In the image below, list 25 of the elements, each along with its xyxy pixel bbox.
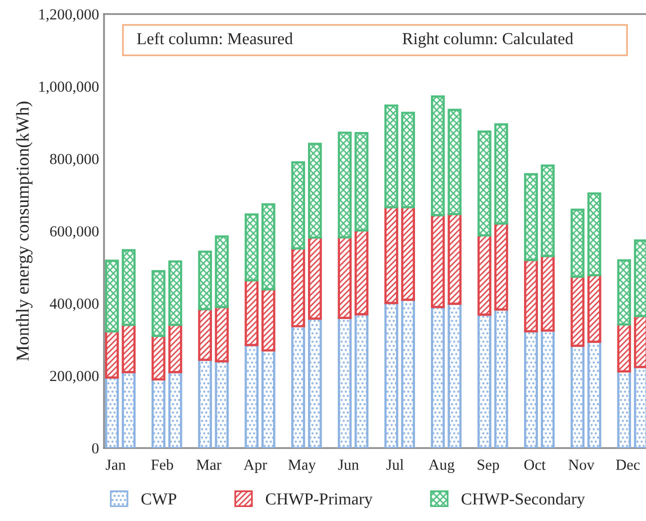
x-tick-label: Sep: [478, 460, 500, 474]
y-tick-label: 400,000: [50, 298, 99, 312]
y-tick-label: 1,200,000: [39, 9, 99, 22]
x-tick-label: Jul: [386, 459, 404, 470]
y-axis-title: Monthly energy consumption(kWh): [16, 102, 32, 361]
x-tick-label: Jun: [338, 460, 359, 470]
x-tick-label: Nov: [568, 460, 594, 470]
y-tick-label: 200,000: [50, 370, 99, 384]
legend-label: CHWP-Secondary: [462, 492, 585, 508]
x-tick-label: Feb: [151, 459, 174, 470]
x-tick-label: Dec: [616, 460, 640, 470]
x-tick-label: Jan: [106, 460, 126, 470]
annotation: Left column: Measured: [137, 32, 293, 44]
x-tick-label: May: [288, 460, 316, 474]
y-tick-label: 0: [92, 443, 99, 454]
legend-label: CWP: [141, 493, 176, 505]
annotation: Right column: Calculated: [402, 32, 574, 48]
legend-label: CHWP-Primary: [266, 493, 373, 508]
y-tick-label: 1,000,000: [39, 82, 99, 94]
x-tick-label: Mar: [196, 460, 222, 470]
x-tick-label: Apr: [244, 460, 268, 474]
x-tick-label: Aug: [428, 460, 454, 474]
y-tick-label: 800,000: [50, 154, 99, 166]
x-tick-label: Oct: [524, 460, 546, 470]
y-tick-label: 600,000: [50, 226, 99, 239]
